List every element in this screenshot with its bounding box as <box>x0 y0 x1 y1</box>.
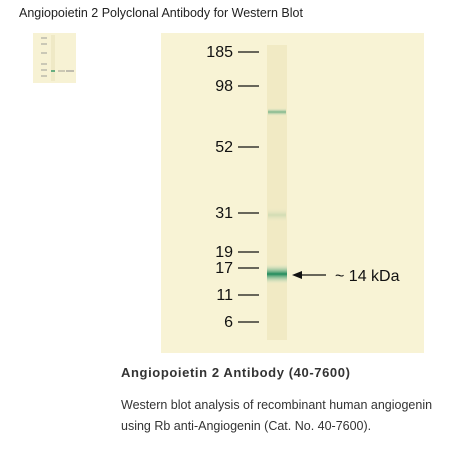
band-label: ~ 14 kDa <box>335 268 400 285</box>
arrow-head <box>292 271 302 279</box>
thumbnail[interactable] <box>33 33 76 83</box>
lane <box>267 45 287 340</box>
marker-label: 19 <box>215 244 233 261</box>
caption-line: using Rb anti-Angiogenin (Cat. No. 40-76… <box>121 419 372 433</box>
page-title: Angiopoietin 2 Polyclonal Antibody for W… <box>19 6 303 20</box>
marker-label: 52 <box>215 139 233 156</box>
caption-title: Angiopoietin 2 Antibody (40-7600) <box>121 365 351 380</box>
marker-label: 6 <box>224 314 233 331</box>
marker-label: 185 <box>206 44 233 61</box>
marker-label: 11 <box>216 287 233 304</box>
smear <box>268 208 286 222</box>
marker-label: 31 <box>215 205 233 222</box>
caption-line: Western blot analysis of recombinant hum… <box>121 398 433 412</box>
band-faint <box>268 108 286 116</box>
band-main <box>267 264 287 284</box>
marker-label: 98 <box>215 78 233 95</box>
marker-label: 17 <box>215 260 233 277</box>
blot-background <box>161 33 424 353</box>
